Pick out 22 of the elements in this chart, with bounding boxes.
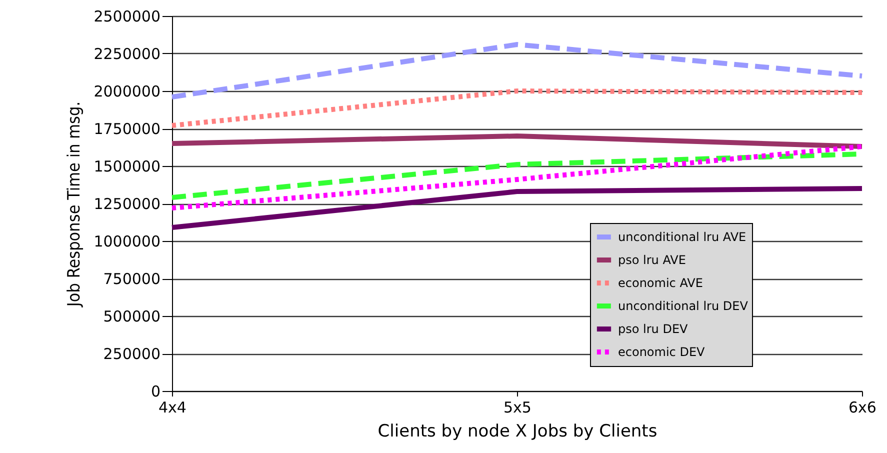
y-axis-title: Job Response Time in msg. bbox=[64, 101, 85, 308]
y-tick-label: 750000 bbox=[103, 270, 160, 288]
legend-label: economic DEV bbox=[618, 345, 706, 359]
y-tick-label: 1000000 bbox=[94, 232, 160, 250]
legend-label: pso lru AVE bbox=[618, 253, 686, 267]
y-tick-label: 2250000 bbox=[94, 45, 160, 63]
y-tick-label: 0 bbox=[150, 382, 160, 400]
y-tick-label: 500000 bbox=[103, 308, 160, 326]
x-axis-title: Clients by node X Jobs by Clients bbox=[378, 422, 658, 442]
x-tick-label: 4x4 bbox=[158, 398, 186, 416]
y-tick-label: 2000000 bbox=[94, 82, 160, 100]
y-tick-label: 1250000 bbox=[94, 195, 160, 213]
x-tick-label: 5x5 bbox=[504, 398, 532, 416]
x-tick-label: 6x6 bbox=[848, 398, 876, 416]
legend-label: unconditional lru AVE bbox=[618, 230, 746, 244]
legend-label: economic AVE bbox=[618, 276, 703, 290]
y-tick-label: 1500000 bbox=[94, 158, 160, 176]
y-tick-label: 2500000 bbox=[94, 8, 160, 26]
legend-label: pso lru DEV bbox=[618, 322, 689, 336]
legend-label: unconditional lru DEV bbox=[618, 299, 749, 313]
y-tick-label: 250000 bbox=[103, 345, 160, 363]
y-tick-label: 1750000 bbox=[94, 120, 160, 138]
